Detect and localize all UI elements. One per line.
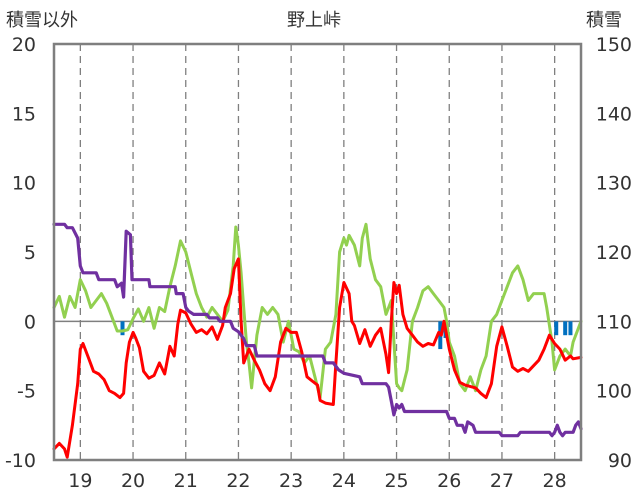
right-tick-label: 120: [596, 242, 632, 264]
left-tick-labels: 20 15 10 5 0 -5 -10: [5, 34, 36, 472]
series-line-1: [52, 222, 583, 400]
right-tick-label: 130: [596, 173, 632, 195]
plot-frame: [52, 42, 583, 462]
chart-title: 野上峠: [287, 10, 341, 31]
x-tick-label: 28: [543, 470, 567, 492]
series-line-0: [52, 257, 583, 459]
series-lines: [52, 222, 583, 459]
right-tick-label: 90: [608, 450, 632, 472]
left-tick-label: -5: [17, 381, 36, 403]
right-tick-label: 150: [596, 34, 632, 56]
right-axis-title: 積雪: [586, 10, 622, 31]
left-tick-label: 15: [12, 103, 36, 125]
series-line-2: [52, 222, 583, 438]
x-tick-label: 23: [279, 470, 303, 492]
right-tick-labels: 150 140 130 120 110 100 90: [596, 34, 632, 472]
precip-bar-5: [568, 321, 573, 336]
x-tick-label: 22: [226, 470, 250, 492]
x-tick-label: 19: [68, 470, 92, 492]
left-tick-label: 20: [12, 34, 36, 56]
x-tick-label: 24: [332, 470, 356, 492]
left-tick-label: 10: [12, 173, 36, 195]
precip-bar-0: [120, 321, 125, 336]
left-tick-label: 0: [24, 311, 36, 333]
grid-layer: [54, 44, 581, 460]
right-tick-label: 110: [596, 311, 632, 333]
right-tick-label: 100: [596, 381, 632, 403]
x-tick-label: 25: [384, 470, 408, 492]
x-tick-labels: 19 20 21 22 23 24 25 26 27 28: [68, 470, 566, 492]
precip-bar-4: [563, 321, 568, 336]
left-tick-label: 5: [24, 242, 36, 264]
precip-bar-3: [554, 321, 559, 336]
x-tick-label: 20: [121, 470, 145, 492]
x-tick-label: 21: [174, 470, 198, 492]
right-tick-label: 140: [596, 103, 632, 125]
left-tick-label: -10: [5, 450, 36, 472]
left-axis-title: 積雪以外: [6, 10, 78, 31]
x-tick-label: 26: [437, 470, 461, 492]
x-tick-label: 27: [490, 470, 514, 492]
